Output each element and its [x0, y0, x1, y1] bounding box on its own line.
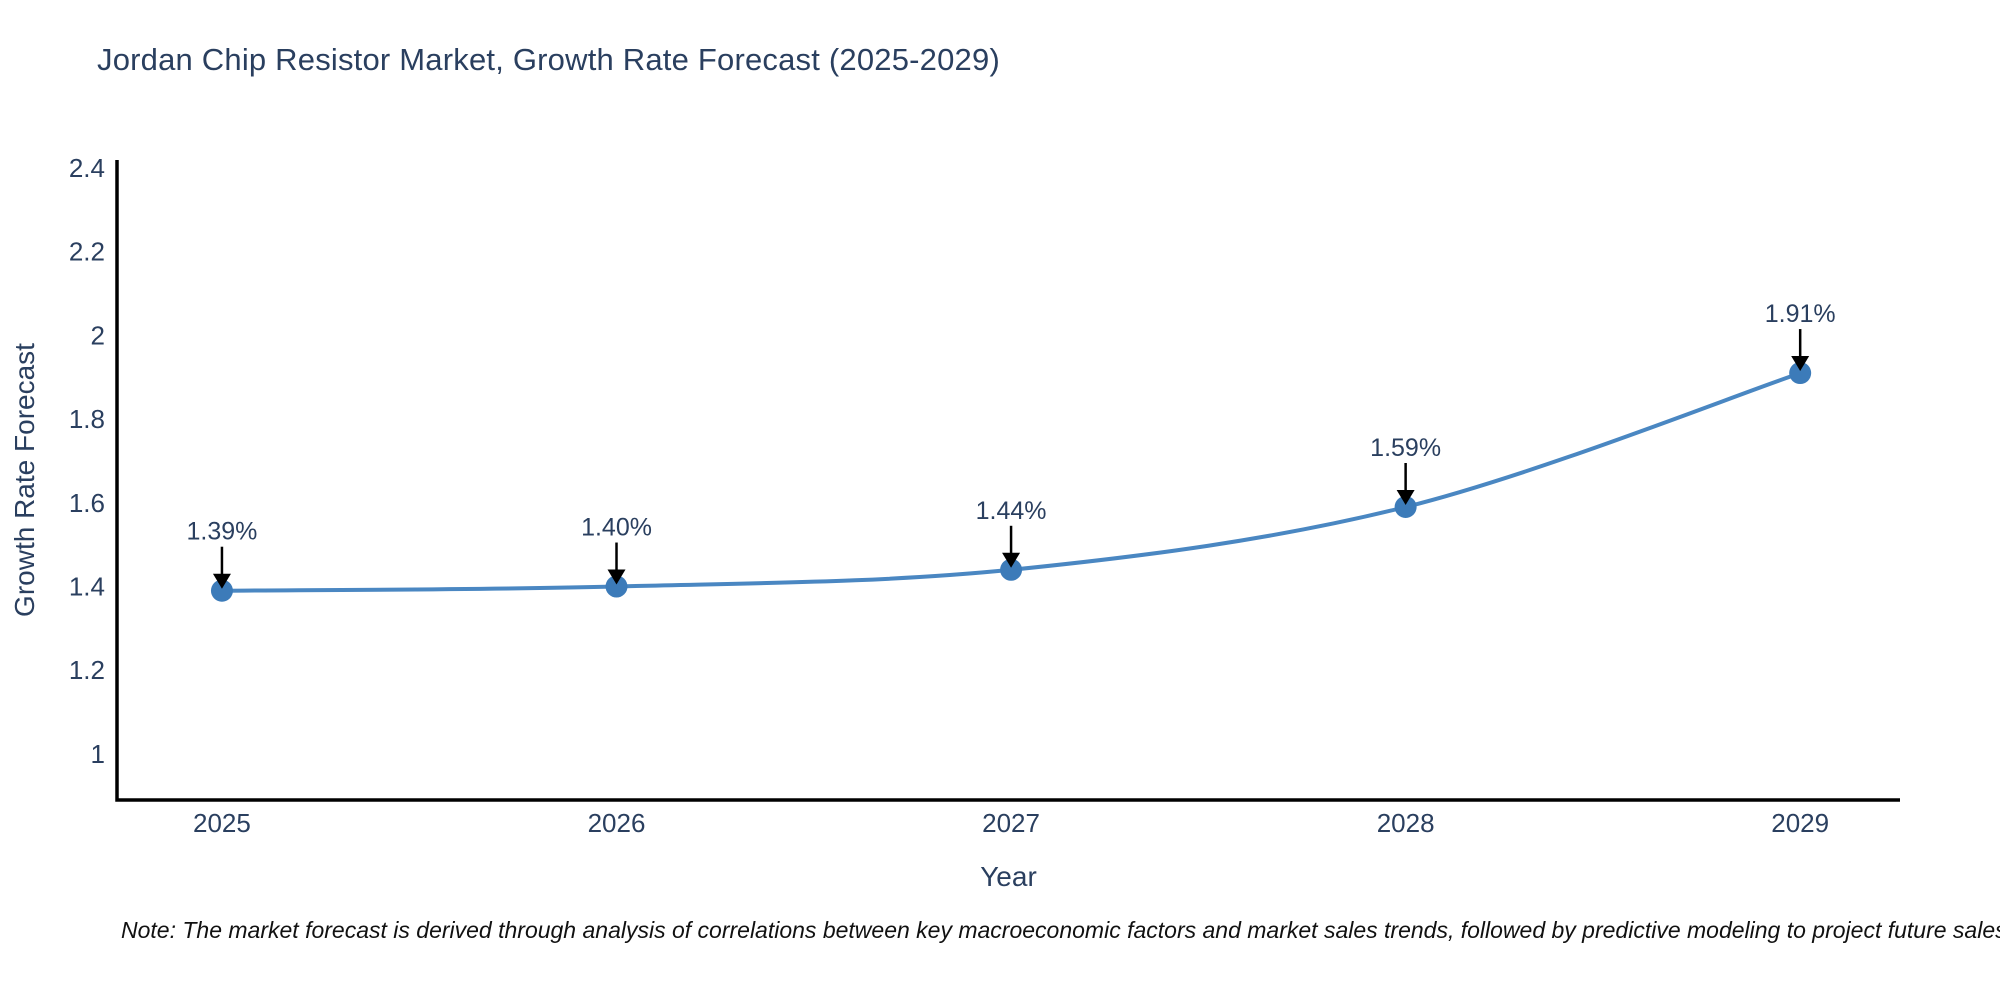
- data-point-label: 1.39%: [187, 518, 258, 546]
- y-tick-label: 1: [91, 739, 105, 769]
- y-axis-title: Growth Rate Forecast: [9, 343, 40, 617]
- data-point-label: 1.59%: [1370, 434, 1441, 462]
- chart-title: Jordan Chip Resistor Market, Growth Rate…: [97, 42, 1000, 77]
- x-tick-label: 2027: [982, 808, 1040, 838]
- data-point-marker[interactable]: [1000, 558, 1023, 581]
- data-point-marker[interactable]: [210, 579, 233, 602]
- y-tick-label: 1.2: [69, 655, 105, 685]
- annotation-arrow-head: [1002, 552, 1021, 568]
- annotation-arrow-head: [607, 569, 626, 585]
- x-tick-label: 2028: [1377, 808, 1435, 838]
- y-tick-label: 1.8: [69, 404, 105, 434]
- chart-footnote: Note: The market forecast is derived thr…: [121, 917, 2000, 943]
- data-point-marker[interactable]: [1394, 495, 1417, 518]
- x-tick-label: 2025: [193, 808, 251, 838]
- y-tick-label: 1.4: [69, 572, 105, 602]
- y-tick-label: 2: [91, 320, 105, 350]
- y-tick-label: 2.4: [69, 153, 105, 183]
- axis-lines: [115, 160, 1900, 802]
- data-point-marker[interactable]: [1789, 362, 1812, 385]
- annotation-arrow-head: [212, 573, 231, 589]
- data-point-label: 1.91%: [1765, 300, 1836, 328]
- y-tick-label: 1.6: [69, 488, 105, 518]
- annotation-arrow-head: [1791, 356, 1810, 372]
- data-point-label: 1.44%: [976, 497, 1047, 525]
- x-tick-label: 2029: [1771, 808, 1829, 838]
- annotation-arrow-head: [1396, 489, 1415, 505]
- x-axis-title: Year: [980, 861, 1037, 892]
- x-tick-label: 2026: [588, 808, 646, 838]
- data-point-label: 1.40%: [581, 514, 652, 542]
- y-tick-label: 2.2: [69, 237, 105, 267]
- data-point-marker[interactable]: [605, 575, 628, 598]
